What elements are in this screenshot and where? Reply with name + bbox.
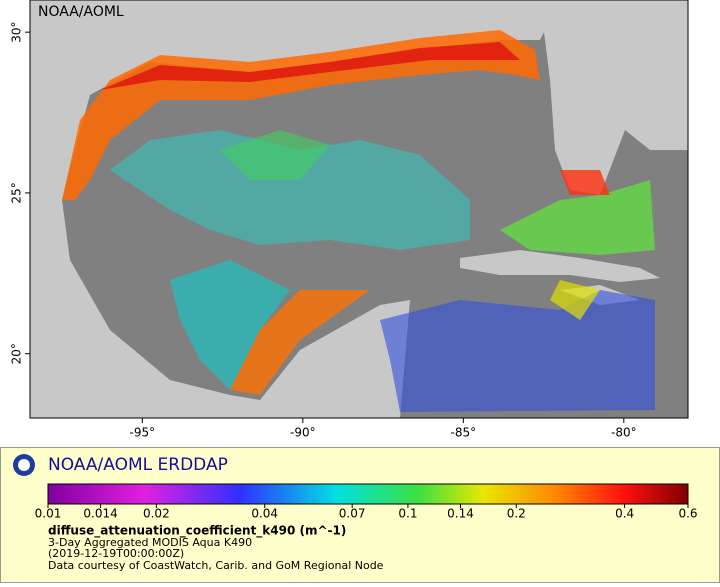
colorbar [47, 483, 689, 505]
watermark: NOAA/AOML [38, 4, 124, 20]
y-tick-label: 20° [10, 343, 24, 364]
variable: diffuse_attenuation_coefficient_k490 (m^… [48, 524, 346, 539]
time: (2019-12-19T00:00:00Z) [48, 547, 184, 560]
data-patch [560, 170, 610, 195]
data-patch [110, 130, 470, 250]
data-patch [550, 280, 600, 320]
map: NOAA/AOML [30, 0, 688, 418]
data-patch [170, 260, 290, 390]
colorbar-tick-label: 0.04 [251, 507, 278, 521]
credit: Data courtesy of CoastWatch, Carib. and … [48, 559, 384, 572]
colorbar-ticks: 0.01 0.014 0.02 0.04 0.07 0.1 0.14 0.2 0.4 0.6 [35, 504, 698, 521]
x-tick-label: -85° [451, 426, 477, 440]
colorbar-tick-label: 0.07 [339, 507, 366, 521]
colorbar-tick-label: 0.14 [447, 507, 474, 521]
data-patch [230, 290, 370, 395]
land [30, 0, 560, 418]
legend-title: NOAA/AOML ERDDAP [48, 455, 228, 475]
map-frame [29, 0, 689, 419]
colorbar-tick-label: 0.01 [35, 507, 62, 521]
axes: -95° -90° -85° -80° 20° 25° 30° [10, 22, 637, 440]
data-patch [500, 180, 655, 255]
y-tick-label: 25° [10, 182, 24, 203]
x-tick-label: -90° [290, 426, 316, 440]
land [540, 0, 688, 195]
x-tick-label: -95° [130, 426, 156, 440]
colorbar-tick-label: 0.6 [678, 507, 697, 521]
colorbar-tick-label: 0.1 [398, 507, 417, 521]
coastal-band [100, 42, 520, 90]
data-patch [220, 130, 330, 180]
colorbar-tick-label: 0.4 [615, 507, 634, 521]
colorbar-tick-label: 0.2 [507, 507, 526, 521]
logo [18, 459, 30, 471]
data-patch [380, 290, 655, 412]
y-tick-label: 30° [10, 22, 24, 43]
colorbar-tick-label: 0.02 [143, 507, 170, 521]
legend-box [0, 447, 720, 583]
colorbar-tick-label: 0.014 [83, 507, 117, 521]
x-tick-label: -80° [611, 426, 637, 440]
land [460, 250, 660, 282]
description: 3-Day Aggregated MODIS Aqua K490 [48, 536, 252, 549]
